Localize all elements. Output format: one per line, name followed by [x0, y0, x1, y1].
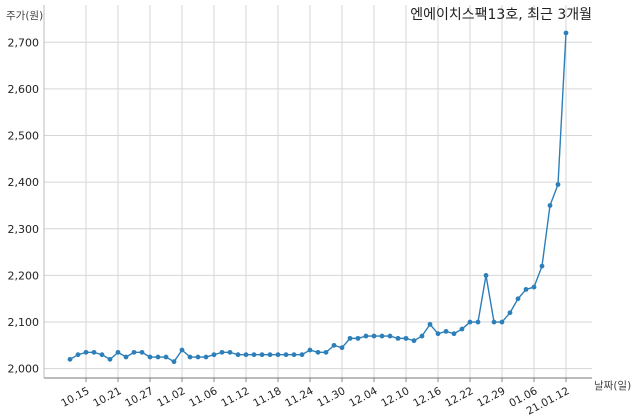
data-point	[515, 296, 521, 302]
data-point	[251, 352, 257, 358]
chart-title: 엔에이치스팩13호, 최근 3개월	[410, 7, 592, 23]
x-tick-label: 11.02	[155, 385, 187, 410]
data-point	[411, 338, 417, 344]
data-point	[539, 263, 545, 269]
data-point	[331, 342, 337, 348]
x-axis-label: 날짜(일)	[594, 379, 631, 392]
data-point	[259, 352, 265, 358]
y-tick-label: 2,100	[8, 316, 40, 329]
x-tick-label: 10.27	[123, 385, 155, 410]
data-point	[171, 359, 177, 365]
data-point	[403, 335, 409, 341]
data-point	[419, 333, 425, 339]
y-axis-label: 주가(원)	[6, 10, 43, 22]
y-tick-label: 2,500	[8, 130, 40, 143]
x-tick-label: 10.15	[59, 385, 91, 410]
y-tick-label: 2,300	[8, 223, 40, 236]
data-point	[507, 310, 513, 316]
data-point	[387, 333, 393, 339]
data-point	[243, 352, 249, 358]
data-point	[459, 326, 465, 332]
data-point	[91, 349, 97, 355]
data-point	[211, 352, 217, 358]
data-point	[435, 331, 441, 337]
x-tick-label: 12.22	[443, 385, 475, 410]
data-point	[83, 349, 89, 355]
data-point	[339, 345, 345, 351]
data-point	[307, 347, 313, 353]
data-point	[563, 30, 569, 36]
data-point	[523, 287, 529, 292]
axis-layer	[43, 5, 592, 382]
data-point	[371, 333, 377, 339]
data-point	[299, 352, 305, 358]
data-point	[323, 349, 329, 355]
data-point	[67, 356, 73, 362]
data-point	[107, 356, 113, 362]
data-point	[467, 319, 473, 325]
data-point	[227, 349, 233, 355]
y-tick-label: 2,600	[8, 83, 40, 96]
data-point	[531, 284, 537, 290]
data-point	[555, 182, 561, 187]
series-layer	[67, 30, 569, 365]
data-point	[499, 319, 505, 325]
data-point	[163, 354, 169, 360]
y-tick-label: 2,000	[8, 363, 40, 376]
data-point	[75, 352, 81, 358]
data-point	[115, 349, 121, 355]
data-point	[275, 352, 281, 358]
data-point	[283, 352, 289, 358]
data-point	[451, 331, 457, 337]
x-tick-label: 11.30	[315, 385, 347, 410]
x-tick-label: 10.21	[91, 385, 123, 410]
x-tick-label: 12.10	[379, 385, 411, 410]
data-point	[379, 333, 385, 339]
x-tick-label: 11.24	[283, 385, 315, 410]
label-layer: 2,000 2,100 2,200 2,300 2,400 2,500 2,600 2,700…	[8, 36, 572, 417]
y-tick-label: 2,400	[8, 176, 40, 189]
data-point	[315, 349, 321, 355]
x-tick-label: 11.12	[219, 385, 251, 410]
price-line	[69, 32, 567, 363]
data-point	[131, 349, 137, 355]
data-point	[491, 319, 497, 325]
data-point	[123, 354, 129, 360]
data-point	[347, 335, 353, 341]
data-point	[363, 333, 369, 339]
x-tick-label: 12.16	[411, 385, 443, 410]
data-point	[155, 354, 161, 360]
data-point	[355, 335, 361, 341]
data-point	[235, 352, 241, 358]
data-point	[483, 273, 489, 278]
x-tick-label: 11.18	[251, 385, 283, 410]
x-tick-label: 12.29	[475, 385, 507, 410]
data-point	[427, 321, 433, 327]
data-point	[99, 352, 105, 358]
data-point	[179, 347, 185, 353]
x-tick-label: 12.04	[347, 385, 379, 410]
data-point	[475, 319, 481, 325]
data-point	[219, 349, 225, 355]
data-point	[547, 203, 553, 208]
data-point	[187, 354, 193, 360]
grid-layer	[44, 5, 592, 378]
y-tick-label: 2,700	[8, 36, 40, 49]
data-point	[203, 354, 209, 360]
y-tick-label: 2,200	[8, 269, 40, 282]
data-point	[291, 352, 297, 358]
x-tick-label: 11.06	[187, 385, 219, 410]
data-point	[267, 352, 273, 358]
data-point	[443, 328, 449, 334]
data-point	[395, 335, 401, 341]
data-point	[195, 354, 201, 360]
data-point	[147, 354, 153, 360]
data-point	[139, 349, 145, 355]
